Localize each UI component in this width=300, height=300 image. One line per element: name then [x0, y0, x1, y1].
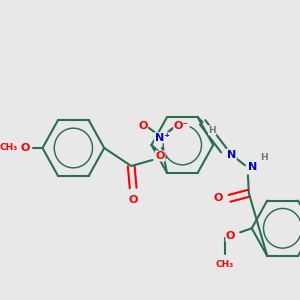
Text: CH₃: CH₃ [0, 143, 18, 152]
Text: N⁺: N⁺ [154, 133, 170, 143]
Text: O: O [138, 121, 148, 131]
Text: N: N [248, 162, 257, 172]
Text: H: H [208, 126, 216, 135]
Text: CH₃: CH₃ [216, 260, 234, 269]
Text: H: H [260, 153, 268, 162]
Text: O: O [128, 195, 138, 205]
Text: O: O [226, 231, 235, 241]
Text: O: O [155, 151, 165, 161]
Text: O: O [20, 143, 30, 153]
Text: O: O [213, 193, 223, 203]
Text: N: N [227, 150, 236, 160]
Text: O⁻: O⁻ [174, 121, 189, 131]
